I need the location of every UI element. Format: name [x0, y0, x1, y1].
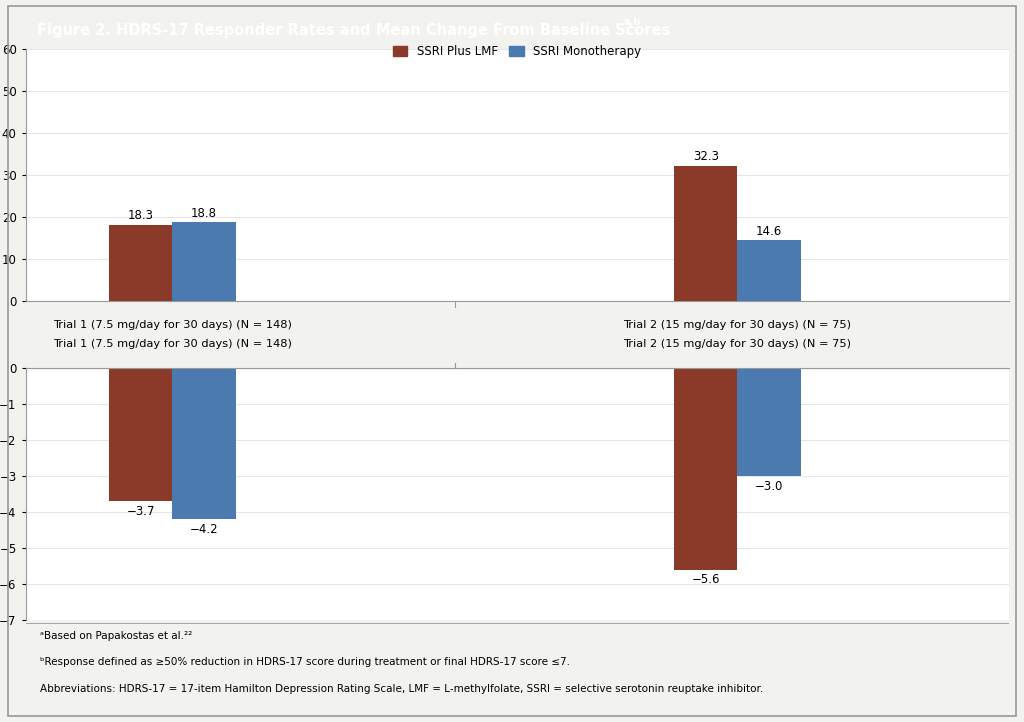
Text: −4.2: −4.2	[189, 523, 218, 536]
Text: −3.0: −3.0	[755, 479, 783, 492]
Text: −5.6: −5.6	[691, 573, 720, 586]
Text: Trial 1 (7.5 mg/day for 30 days) (N = 148): Trial 1 (7.5 mg/day for 30 days) (N = 14…	[53, 339, 292, 349]
Text: ᵇResponse defined as ≥50% reduction in HDRS-17 score during treatment or final H: ᵇResponse defined as ≥50% reduction in H…	[40, 656, 570, 666]
Bar	[172, 368, 236, 519]
Text: 18.8: 18.8	[191, 207, 217, 220]
Text: 32.3: 32.3	[693, 150, 719, 163]
Text: ᵃBased on Papakostas et al.²²: ᵃBased on Papakostas et al.²²	[40, 631, 193, 641]
Text: 18.3: 18.3	[128, 209, 154, 222]
Bar	[737, 240, 801, 302]
Bar	[110, 368, 172, 501]
Bar	[674, 368, 737, 570]
Text: Abbreviations: HDRS-17 = 17-item Hamilton Depression Rating Scale, LMF = L-methy: Abbreviations: HDRS-17 = 17-item Hamilto…	[40, 684, 764, 694]
Text: Figure 2. HDRS-17 Responder Rates and Mean Change From Baseline Scores: Figure 2. HDRS-17 Responder Rates and Me…	[38, 22, 671, 38]
Text: 14.6: 14.6	[756, 225, 782, 238]
Text: Trial 2 (15 mg/day for 30 days) (N = 75): Trial 2 (15 mg/day for 30 days) (N = 75)	[624, 320, 852, 330]
Text: a,b: a,b	[624, 17, 641, 27]
Bar	[674, 166, 737, 302]
Legend: SSRI Plus LMF, SSRI Monotherapy: SSRI Plus LMF, SSRI Monotherapy	[393, 45, 641, 58]
Bar	[737, 368, 801, 476]
Bar	[172, 222, 236, 302]
Text: Trial 2 (15 mg/day for 30 days) (N = 75): Trial 2 (15 mg/day for 30 days) (N = 75)	[624, 339, 852, 349]
Bar	[110, 225, 172, 302]
Text: −3.7: −3.7	[127, 505, 155, 518]
Text: Trial 1 (7.5 mg/day for 30 days) (N = 148): Trial 1 (7.5 mg/day for 30 days) (N = 14…	[53, 320, 292, 330]
